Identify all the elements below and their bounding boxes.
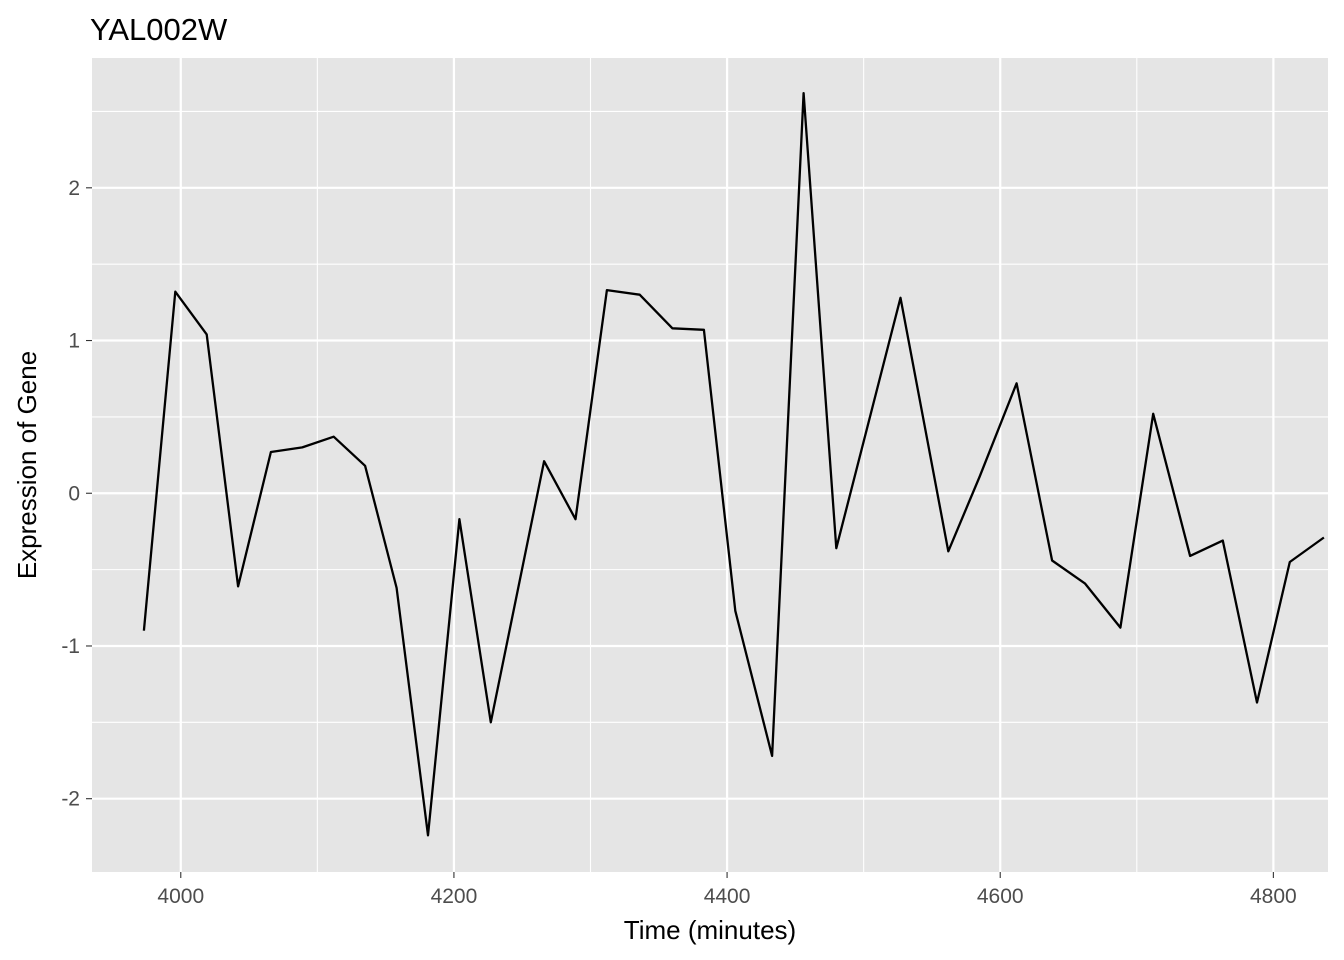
x-tick-label: 4000: [157, 885, 204, 908]
major-gridlines: [92, 58, 1328, 872]
series-line: [142, 91, 1325, 837]
y-tick-label: 1: [68, 330, 80, 353]
x-tick-label: 4400: [704, 885, 751, 908]
y-tick-label: -2: [61, 788, 80, 811]
y-tick-label: 0: [68, 482, 80, 505]
x-tick-label: 4600: [977, 885, 1024, 908]
x-tick-label: 4200: [431, 885, 478, 908]
y-axis: -2 -1 0 1 2: [61, 177, 92, 811]
chart-title: YAL002W: [90, 12, 228, 47]
y-axis-title: Expression of Gene: [12, 351, 42, 579]
x-axis: 4000 4200 4400 4600 4800: [157, 872, 1297, 908]
y-tick-label: -1: [61, 635, 80, 658]
plot-panel: [92, 58, 1328, 872]
y-tick-label: 2: [68, 177, 80, 200]
minor-gridlines: [92, 58, 1328, 872]
x-tick-label: 4800: [1250, 885, 1297, 908]
x-axis-title: Time (minutes): [624, 915, 796, 945]
